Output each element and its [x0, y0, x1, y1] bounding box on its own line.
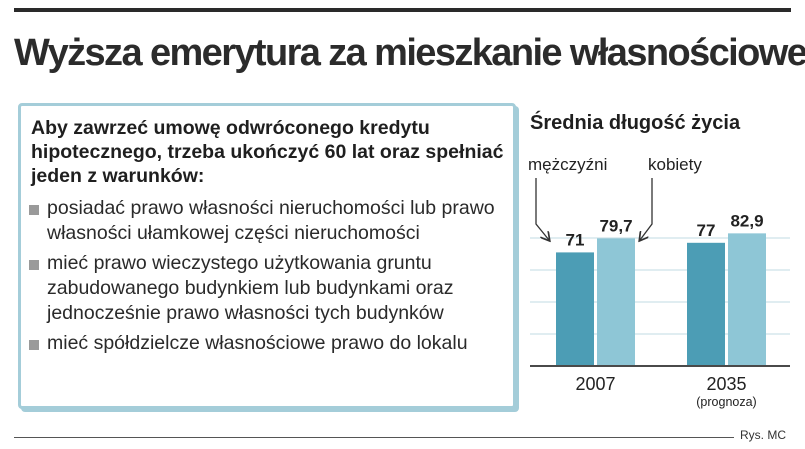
bar — [597, 238, 635, 366]
bar-value-label: 79,7 — [599, 216, 632, 235]
condition-item: mieć prawo wieczystego użytkowania grunt… — [29, 251, 513, 326]
bar — [728, 233, 766, 366]
x-tick-label: 2007 — [575, 374, 615, 394]
series-arrow-women — [640, 178, 653, 240]
condition-text: posiadać prawo własności nieruchomości l… — [47, 197, 495, 244]
bottom-rule — [14, 437, 734, 438]
bar — [556, 252, 594, 366]
condition-item: posiadać prawo własności nieruchomości l… — [29, 196, 513, 246]
bar-value-label: 71 — [566, 230, 585, 249]
series-label-men: mężczyźni — [528, 155, 607, 174]
square-bullet-icon — [29, 340, 39, 350]
x-tick-label: 2035 — [706, 374, 746, 394]
bar-value-label: 82,9 — [730, 211, 763, 230]
series-arrow-men — [535, 178, 549, 240]
conditions-intro: Aby zawrzeć umowę odwróconego kredytu hi… — [31, 117, 504, 187]
series-label-women: kobiety — [648, 155, 702, 174]
conditions-box: Aby zawrzeć umowę odwróconego kredytu hi… — [18, 103, 516, 409]
bar — [687, 242, 725, 366]
x-tick-note: (prognoza) — [696, 395, 756, 409]
bar-value-label: 77 — [697, 221, 716, 240]
condition-text: mieć prawo wieczystego użytkowania grunt… — [47, 252, 454, 324]
square-bullet-icon — [29, 205, 39, 215]
top-rule — [14, 8, 791, 12]
credit: Rys. MC — [740, 428, 786, 442]
page-title: Wyższa emerytura za mieszkanie własności… — [14, 32, 805, 74]
chart-title: Średnia długość życia — [530, 112, 741, 134]
condition-item: mieć spółdzielcze własnościowe prawo do … — [29, 331, 513, 356]
conditions-list: posiadać prawo własności nieruchomości l… — [29, 196, 513, 361]
square-bullet-icon — [29, 260, 39, 270]
condition-text: mieć spółdzielcze własnościowe prawo do … — [47, 332, 468, 354]
